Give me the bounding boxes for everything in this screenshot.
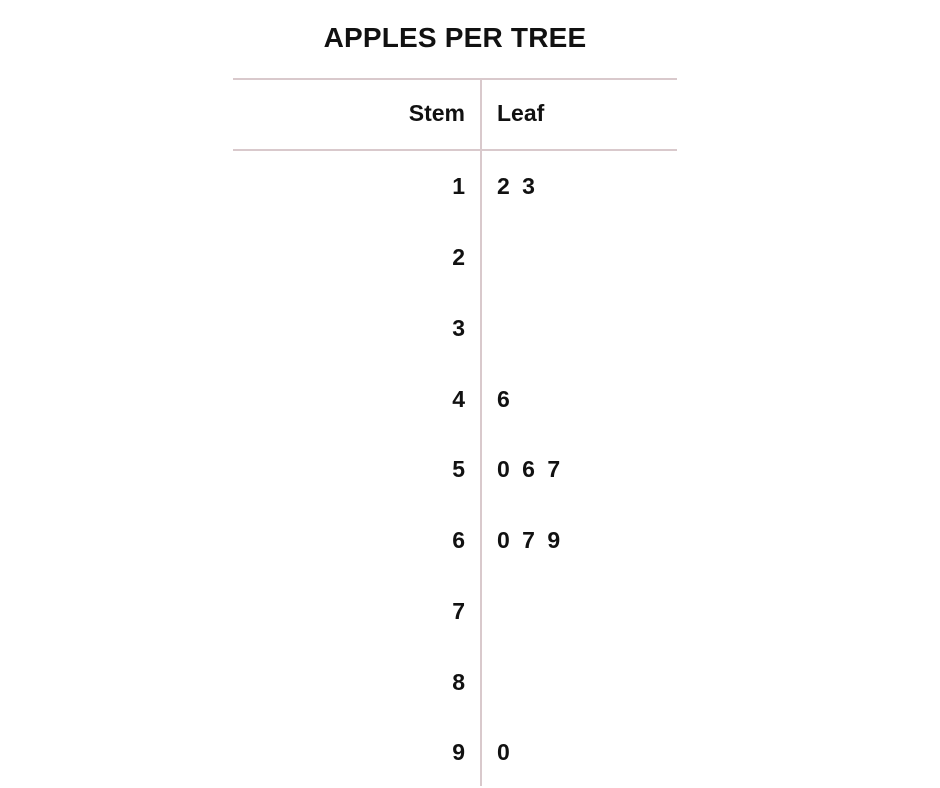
leaf-values: 6: [497, 386, 510, 412]
table-row: 3: [233, 312, 677, 344]
leaf-column-header: Leaf: [497, 100, 545, 126]
stem-value: 8: [452, 669, 465, 695]
header-rule: [233, 149, 677, 151]
stem-value: 1: [452, 173, 465, 199]
leaf-values: 2 3: [497, 173, 535, 199]
stem-value: 7: [452, 598, 465, 624]
table-row: 2: [233, 241, 677, 273]
table-row: 7: [233, 595, 677, 627]
table-row: 5 0 6 7: [233, 453, 677, 485]
leaf-values: 0: [497, 739, 510, 765]
stem-value: 9: [452, 739, 465, 765]
stem-value: 4: [452, 386, 465, 412]
stem-value: 6: [452, 527, 465, 553]
stem-value: 5: [452, 456, 465, 482]
stem-value: 3: [452, 315, 465, 341]
leaf-values: 0 6 7: [497, 456, 561, 482]
table-row: 1 2 3: [233, 170, 677, 202]
table-top-rule: [233, 78, 677, 80]
stem-leaf-divider: [480, 80, 482, 786]
stem-value: 2: [452, 244, 465, 270]
table-row: 4 6: [233, 383, 677, 415]
table-row: 9 0: [233, 736, 677, 768]
table-row: 6 0 7 9: [233, 524, 677, 556]
leaf-values: 0 7 9: [497, 527, 561, 553]
stem-column-header: Stem: [408, 100, 465, 126]
chart-title: APPLES PER TREE: [323, 22, 587, 53]
table-row: 8: [233, 666, 677, 698]
